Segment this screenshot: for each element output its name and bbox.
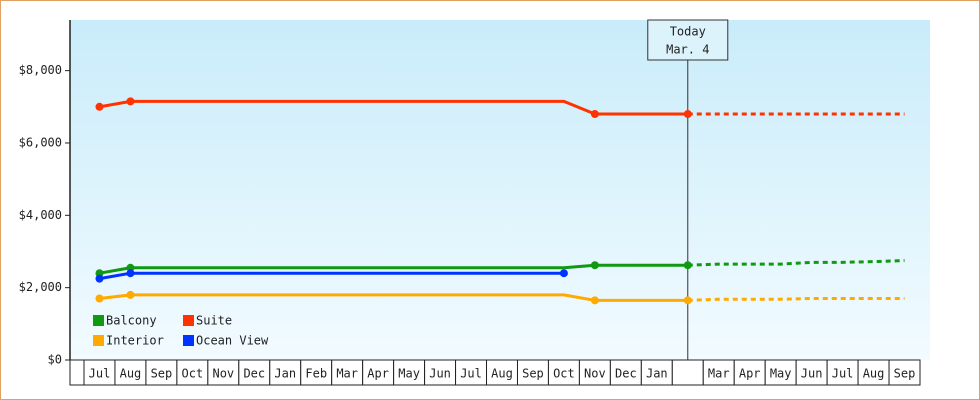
price-line: [99, 271, 564, 281]
x-tick-label: Nov: [584, 367, 606, 381]
price-point: [126, 290, 135, 299]
x-tick-label: Dec: [615, 367, 637, 381]
legend-swatch: [93, 335, 104, 346]
price-line: [99, 263, 688, 275]
x-axis-cell: [640, 359, 673, 386]
x-tick-label: May: [770, 367, 792, 381]
x-tick-label: Jul: [89, 367, 111, 381]
x-axis-cell: [857, 359, 890, 386]
price-point: [95, 102, 104, 111]
today-box: [647, 19, 729, 61]
x-tick-label: Jan: [646, 367, 668, 381]
price-point: [683, 261, 692, 270]
x-tick-label: Mar: [708, 367, 730, 381]
legend-swatch: [183, 335, 194, 346]
x-tick-label: Apr: [739, 367, 761, 381]
today-date: Mar. 4: [666, 43, 709, 57]
x-axis-cell: [764, 359, 797, 386]
x-axis-cell: [888, 359, 921, 386]
x-axis-cell: [176, 359, 209, 386]
x-tick-label: Dec: [243, 367, 265, 381]
price-point: [126, 97, 135, 106]
legend-swatch: [183, 315, 194, 326]
x-axis-cell: [362, 359, 395, 386]
x-axis-cell: [733, 359, 766, 386]
x-tick-label: Oct: [182, 367, 204, 381]
x-axis-cell: [114, 359, 147, 386]
x-axis-cell: [609, 359, 642, 386]
x-tick-label: Aug: [120, 367, 142, 381]
price-point: [95, 294, 104, 303]
legend-swatch: [93, 315, 104, 326]
x-tick-label: Jul: [460, 367, 482, 381]
legend-label: Ocean View: [196, 334, 269, 348]
x-axis-cell: [486, 359, 518, 386]
x-tick-label: Oct: [553, 367, 575, 381]
price-point: [590, 110, 599, 119]
legend-label: Suite: [196, 314, 232, 328]
x-axis-cell: [516, 359, 549, 386]
y-tick-label: $6,000: [19, 135, 62, 149]
x-axis-cell: [578, 359, 611, 386]
x-tick-label: Sep: [522, 367, 544, 381]
x-tick-label: Aug: [863, 367, 885, 381]
x-tick-label: Sep: [151, 367, 173, 381]
x-tick-label: Jan: [274, 367, 296, 381]
today-label: Today: [670, 25, 706, 39]
price-line: [99, 99, 688, 116]
y-tick-label: $8,000: [19, 63, 62, 77]
x-axis-cell: [702, 359, 735, 386]
x-tick-label: Mar: [336, 367, 358, 381]
price-point: [126, 269, 135, 278]
price-point: [683, 296, 692, 305]
y-tick-label: $2,000: [19, 280, 62, 294]
x-axis-cell: [424, 359, 457, 386]
legend-label: Balcony: [106, 314, 157, 328]
x-tick-label: Aug: [491, 367, 513, 381]
x-tick-label: Apr: [367, 367, 389, 381]
x-tick-label: May: [398, 367, 420, 381]
price-point: [683, 110, 692, 119]
x-tick-label: Feb: [305, 367, 327, 381]
x-tick-label: Nov: [212, 367, 234, 381]
projected-line: [687, 297, 905, 302]
price-point: [590, 296, 599, 305]
x-tick-label: Jul: [832, 367, 854, 381]
x-axis-cell: [795, 359, 828, 386]
x-axis-cell: [69, 359, 85, 386]
legend-label: Interior: [106, 334, 164, 348]
x-axis-cell: [238, 359, 271, 386]
x-tick-label: Sep: [894, 367, 916, 381]
x-axis-cell: [300, 359, 333, 386]
price-line: [99, 293, 688, 302]
y-tick-label: $4,000: [19, 208, 62, 222]
x-axis-cell: [671, 359, 704, 386]
price-point: [590, 261, 599, 270]
price-point: [95, 274, 104, 283]
x-tick-label: Jun: [801, 367, 823, 381]
plot-area: [70, 20, 930, 360]
projected-line: [687, 259, 905, 267]
x-tick-label: Jun: [429, 367, 451, 381]
price-point: [559, 269, 568, 278]
y-tick-label: $0: [48, 353, 62, 367]
